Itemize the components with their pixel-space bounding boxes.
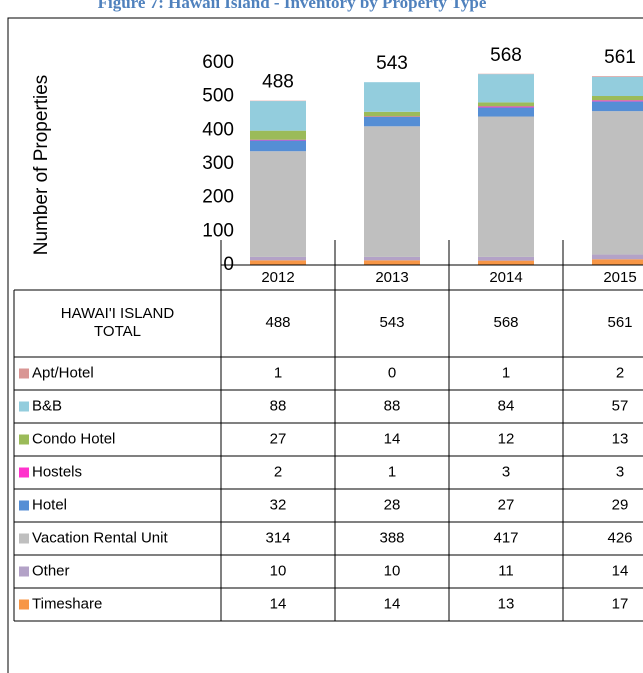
table-cell: 88 xyxy=(384,397,401,414)
table-cell: 17 xyxy=(612,595,629,612)
bar-segment xyxy=(592,259,643,265)
row-header: HAWAI'I ISLAND TOTAL xyxy=(61,305,175,340)
bar-segment xyxy=(364,256,420,261)
table-cell: 13 xyxy=(498,595,515,612)
y-tick-label: 200 xyxy=(202,187,234,208)
table-cell: 14 xyxy=(612,562,629,579)
legend-label: B&B xyxy=(32,397,62,414)
table-cell: 27 xyxy=(270,430,287,447)
legend-label: Hotel xyxy=(32,496,67,513)
table-cell: 14 xyxy=(384,595,401,612)
table-cell: 1 xyxy=(388,463,396,480)
total-label: 543 xyxy=(376,53,408,74)
y-tick-label: 100 xyxy=(202,220,234,241)
y-tick-label: 600 xyxy=(202,52,234,73)
legend-swatch xyxy=(19,368,29,379)
y-axis-label: Number of Properties xyxy=(31,75,52,256)
table-cell: 2 xyxy=(616,364,624,381)
bar-segment xyxy=(364,111,420,117)
bar-segment xyxy=(250,140,306,152)
bar-segment xyxy=(478,107,534,117)
bar-segment xyxy=(592,100,643,102)
total-label: 488 xyxy=(262,72,294,93)
table-cell: 57 xyxy=(612,397,629,414)
table-cell: 417 xyxy=(493,529,518,546)
bar-segment xyxy=(250,256,306,261)
table-cell: 10 xyxy=(270,562,287,579)
x-tick-label: 2013 xyxy=(375,269,408,286)
bar-segment xyxy=(478,106,534,108)
table-cell: 11 xyxy=(498,562,514,579)
bar-segment xyxy=(592,101,643,112)
bar-segment xyxy=(364,260,420,265)
legend-swatch xyxy=(19,434,29,445)
bar-segment xyxy=(592,254,643,260)
x-tick-label: 2015 xyxy=(603,269,636,286)
legend-swatch xyxy=(19,566,29,577)
bar-segment xyxy=(250,101,306,131)
table-cell: 29 xyxy=(612,496,629,513)
frame xyxy=(7,17,643,673)
table-cell: 561 xyxy=(607,314,632,331)
bar-segment xyxy=(478,116,534,257)
table-cell: 3 xyxy=(616,463,624,480)
table-cell: 2 xyxy=(274,463,282,480)
bar-segment xyxy=(592,76,643,77)
table-cell: 28 xyxy=(384,496,401,513)
legend-label: Hostels xyxy=(32,463,82,480)
bar-segment xyxy=(364,116,420,127)
legend-label: Timeshare xyxy=(32,595,102,612)
table-cell: 27 xyxy=(498,496,515,513)
bar-segment xyxy=(250,139,306,141)
legend-label: Condo Hotel xyxy=(32,430,115,447)
total-label: 568 xyxy=(490,45,522,66)
table-cell: 84 xyxy=(498,397,515,414)
y-tick-label: 300 xyxy=(202,153,234,174)
table-cell: 12 xyxy=(498,430,515,447)
x-tick-label: 2012 xyxy=(261,269,294,286)
legend-swatch xyxy=(19,467,29,478)
table-cell: 88 xyxy=(270,397,287,414)
table-cell: 14 xyxy=(270,595,287,612)
x-tick-label: 2014 xyxy=(489,269,522,286)
legend-swatch xyxy=(19,500,29,511)
bar-segment xyxy=(250,151,306,257)
legend-swatch xyxy=(19,533,29,544)
table-cell: 1 xyxy=(502,364,510,381)
table-cell: 388 xyxy=(379,529,404,546)
bar-segment xyxy=(250,130,306,140)
total-label: 561 xyxy=(604,47,636,68)
legend-label: Other xyxy=(32,562,70,579)
table-cell: 0 xyxy=(388,364,396,381)
legend-label: Vacation Rental Unit xyxy=(32,529,168,546)
table-cell: 32 xyxy=(270,496,287,513)
table-cell: 543 xyxy=(379,314,404,331)
legend-label: Apt/Hotel xyxy=(32,364,94,381)
bar-segment xyxy=(250,260,306,265)
y-tick-label: 500 xyxy=(202,86,234,107)
table-cell: 568 xyxy=(493,314,518,331)
bar-segment xyxy=(592,95,643,101)
table-cell: 426 xyxy=(607,529,632,546)
bar-segment xyxy=(592,111,643,255)
bar-segment xyxy=(478,102,534,107)
y-tick-label: 400 xyxy=(202,119,234,140)
legend-swatch xyxy=(19,401,29,412)
bar-segment xyxy=(478,74,534,103)
table-cell: 10 xyxy=(384,562,401,579)
bar-segment xyxy=(364,82,420,112)
chart-title: Figure 7: Hawaii Island - Inventory by P… xyxy=(98,0,487,12)
table-cell: 314 xyxy=(265,529,290,546)
bar-segment xyxy=(478,256,534,261)
bar-segment xyxy=(364,126,420,257)
bar-segment xyxy=(478,260,534,265)
legend-swatch xyxy=(19,599,29,610)
table-cell: 1 xyxy=(274,364,282,381)
table-cell: 3 xyxy=(502,463,510,480)
table-cell: 14 xyxy=(384,430,401,447)
bar-segment xyxy=(592,76,643,96)
table-cell: 488 xyxy=(265,314,290,331)
table-cell: 13 xyxy=(612,430,629,447)
